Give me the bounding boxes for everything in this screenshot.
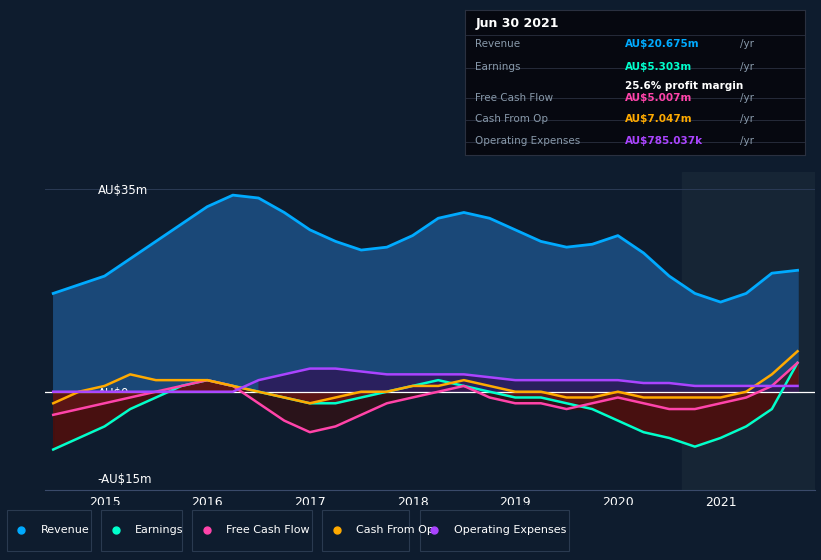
FancyBboxPatch shape (420, 510, 569, 551)
Bar (681, 172, 821, 490)
Text: AU$20.675m: AU$20.675m (625, 39, 699, 49)
Text: AU$7.047m: AU$7.047m (625, 114, 692, 124)
Text: Cash From Op: Cash From Op (475, 114, 548, 124)
Text: Operating Expenses: Operating Expenses (475, 136, 580, 146)
FancyBboxPatch shape (101, 510, 181, 551)
Text: Revenue: Revenue (475, 39, 521, 49)
Text: AU$5.007m: AU$5.007m (625, 92, 692, 102)
Text: /yr: /yr (741, 136, 754, 146)
Text: AU$785.037k: AU$785.037k (625, 136, 703, 146)
Text: Cash From Op: Cash From Op (356, 525, 433, 535)
Text: Jun 30 2021: Jun 30 2021 (475, 17, 559, 30)
Text: /yr: /yr (741, 92, 754, 102)
Text: 25.6% profit margin: 25.6% profit margin (625, 81, 743, 91)
Text: /yr: /yr (741, 62, 754, 72)
FancyBboxPatch shape (322, 510, 410, 551)
Text: Earnings: Earnings (135, 525, 184, 535)
Text: Free Cash Flow: Free Cash Flow (226, 525, 310, 535)
Text: /yr: /yr (741, 39, 754, 49)
Text: Revenue: Revenue (41, 525, 89, 535)
Text: /yr: /yr (741, 114, 754, 124)
FancyBboxPatch shape (192, 510, 312, 551)
Text: Free Cash Flow: Free Cash Flow (475, 92, 553, 102)
Text: Earnings: Earnings (475, 62, 521, 72)
Text: AU$5.303m: AU$5.303m (625, 62, 692, 72)
Text: Operating Expenses: Operating Expenses (453, 525, 566, 535)
FancyBboxPatch shape (7, 510, 91, 551)
